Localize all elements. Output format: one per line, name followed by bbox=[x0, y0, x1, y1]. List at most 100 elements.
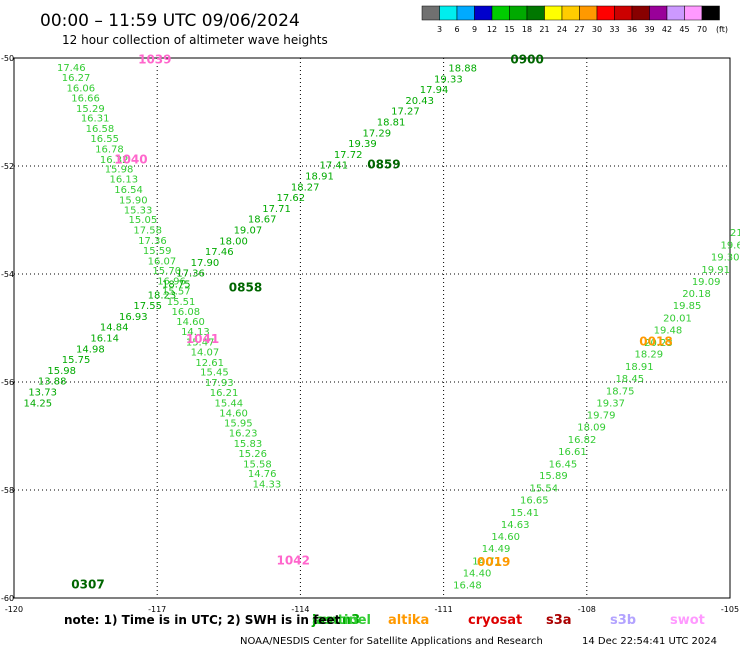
colorbar-swatch bbox=[614, 5, 633, 21]
x-tick-label: -108 bbox=[578, 605, 596, 614]
wave-height-value: 15.41 bbox=[510, 508, 539, 519]
wave-height-value: 17.36 bbox=[176, 269, 205, 280]
colorbar-swatch bbox=[649, 5, 668, 21]
chart-title: 00:00 – 11:59 UTC 09/06/2024 bbox=[40, 11, 300, 31]
legend-s3a: s3a bbox=[546, 613, 572, 628]
colorbar-swatch bbox=[474, 5, 493, 21]
credit-text: NOAA/NESDIS Center for Satellite Applica… bbox=[240, 636, 543, 647]
wave-height-value: 12.61 bbox=[195, 358, 224, 369]
timestamp-text: 14 Dec 22:54:41 UTC 2024 bbox=[582, 636, 717, 647]
wave-height-value: 18.45 bbox=[615, 374, 644, 385]
wave-height-value: 14.07 bbox=[191, 348, 220, 359]
wave-height-value: 18.75 bbox=[606, 386, 635, 397]
colorbar-swatch bbox=[666, 5, 685, 21]
wave-height-value: 14.60 bbox=[491, 532, 520, 543]
wave-height-value: 14.33 bbox=[253, 479, 282, 490]
wave-height-value: 14.60 bbox=[219, 409, 248, 420]
wave-height-value: 15.75 bbox=[62, 355, 91, 366]
wave-height-value: 16.54 bbox=[114, 185, 143, 196]
legend-jason3: jason3 bbox=[311, 613, 360, 628]
wave-height-value: 15.05 bbox=[129, 215, 158, 226]
pass-time-label: 1041 bbox=[186, 332, 219, 346]
y-tick-label: -56 bbox=[1, 378, 14, 387]
wave-height-value: 16.61 bbox=[558, 447, 587, 458]
wave-height-value: 19.09 bbox=[692, 277, 721, 288]
wave-height-value: 14.84 bbox=[100, 323, 129, 334]
y-tick-label: -60 bbox=[1, 594, 14, 603]
y-tick-label: -58 bbox=[1, 486, 14, 495]
wave-height-value: 15.33 bbox=[124, 206, 153, 217]
wave-height-value: 19.33 bbox=[434, 74, 463, 85]
wave-height-value: 16.06 bbox=[67, 83, 96, 94]
wave-height-value: 16.07 bbox=[148, 256, 177, 267]
wave-height-value: 19.48 bbox=[654, 325, 683, 336]
wave-height-value: 20.23 bbox=[644, 338, 673, 349]
wave-height-value: 20.18 bbox=[682, 289, 711, 300]
plot-frame bbox=[13, 57, 731, 599]
wave-height-value: 18.81 bbox=[377, 118, 406, 129]
wave-height-value: 17.62 bbox=[277, 193, 306, 204]
colorbar-label: 70 bbox=[697, 25, 707, 34]
colorbar-swatch bbox=[526, 5, 545, 21]
wave-height-value: 15.45 bbox=[200, 368, 229, 379]
wave-height-value: 15.70 bbox=[152, 266, 181, 277]
colorbar-swatch bbox=[684, 5, 703, 21]
wave-height-value: 18.29 bbox=[635, 350, 664, 361]
x-tick-label: -111 bbox=[435, 605, 453, 614]
wave-height-value: 20.01 bbox=[663, 314, 692, 325]
wave-height-value: 17.90 bbox=[191, 258, 220, 269]
title-group: 00:00 – 11:59 UTC 09/06/2024 12 hour col… bbox=[40, 11, 328, 47]
colorbar-label: 21 bbox=[539, 25, 549, 34]
wave-height-value: 17.93 bbox=[205, 378, 234, 389]
wave-height-value: 17.41 bbox=[319, 161, 348, 172]
colorbar-swatch bbox=[579, 5, 598, 21]
wave-height-value: 14.71 bbox=[472, 557, 501, 568]
x-tick-label: -117 bbox=[148, 605, 166, 614]
wave-height-value: 16.82 bbox=[568, 435, 597, 446]
wave-height-value: 16.93 bbox=[119, 312, 148, 323]
colorbar-label: 27 bbox=[574, 25, 584, 34]
pass-time-label: 0018 bbox=[639, 334, 672, 348]
wave-height-value: 17.72 bbox=[334, 150, 363, 161]
colorbar-label: 18 bbox=[522, 25, 532, 34]
colorbar-swatch bbox=[631, 5, 650, 21]
wave-height-value: 15.83 bbox=[234, 439, 263, 450]
pass-pass-a: 17.4616.2716.0616.6615.2916.3116.5816.55… bbox=[57, 52, 310, 567]
pass-time-label: 0019 bbox=[477, 555, 510, 569]
legend-altika: altika bbox=[388, 613, 429, 628]
x-tick-label: -114 bbox=[291, 605, 309, 614]
colorbar-label: 42 bbox=[662, 25, 672, 34]
colorbar-label: 9 bbox=[472, 25, 477, 34]
wave-height-value: 15.54 bbox=[530, 484, 559, 495]
wave-height-value: 16.96 bbox=[157, 276, 186, 287]
colorbar: 3 6 9 12 15 18 21 24 27 30 33 36 39 42 45 70 (ft) bbox=[421, 5, 728, 34]
wave-height-value: 15.29 bbox=[76, 104, 105, 115]
wave-height-value: 14.98 bbox=[76, 344, 105, 355]
wave-height-value: 14.40 bbox=[463, 568, 492, 579]
wave-height-value: 19.30 bbox=[711, 253, 740, 264]
colorbar-label: 39 bbox=[644, 25, 654, 34]
wave-height-value: 15.58 bbox=[243, 459, 272, 470]
wave-height-value: 16.65 bbox=[520, 496, 549, 507]
wave-height-value: 17.94 bbox=[420, 85, 449, 96]
colorbar-swatch bbox=[421, 5, 440, 21]
wave-height-value: 19.07 bbox=[234, 226, 263, 237]
wave-height-value: 16.58 bbox=[86, 124, 115, 135]
legend-sentinel: sentinel bbox=[312, 613, 371, 628]
wave-height-value: 16.78 bbox=[95, 145, 124, 156]
legend-cryosat: cryosat bbox=[468, 613, 522, 628]
pass-time-label: 1039 bbox=[138, 52, 171, 66]
colorbar-swatch bbox=[701, 5, 720, 21]
wave-height-value: 18.91 bbox=[305, 172, 334, 183]
wave-height-value: 15.90 bbox=[119, 195, 148, 206]
x-tick-label: -120 bbox=[5, 605, 23, 614]
wave-height-value: 18.27 bbox=[291, 182, 320, 193]
colorbar-label: 33 bbox=[609, 25, 619, 34]
wave-height-value: 18.09 bbox=[577, 423, 606, 434]
wave-height-value: 18.75 bbox=[162, 280, 191, 291]
wave-height-value: 13.88 bbox=[38, 377, 67, 388]
wave-height-value: 19.37 bbox=[596, 398, 625, 409]
